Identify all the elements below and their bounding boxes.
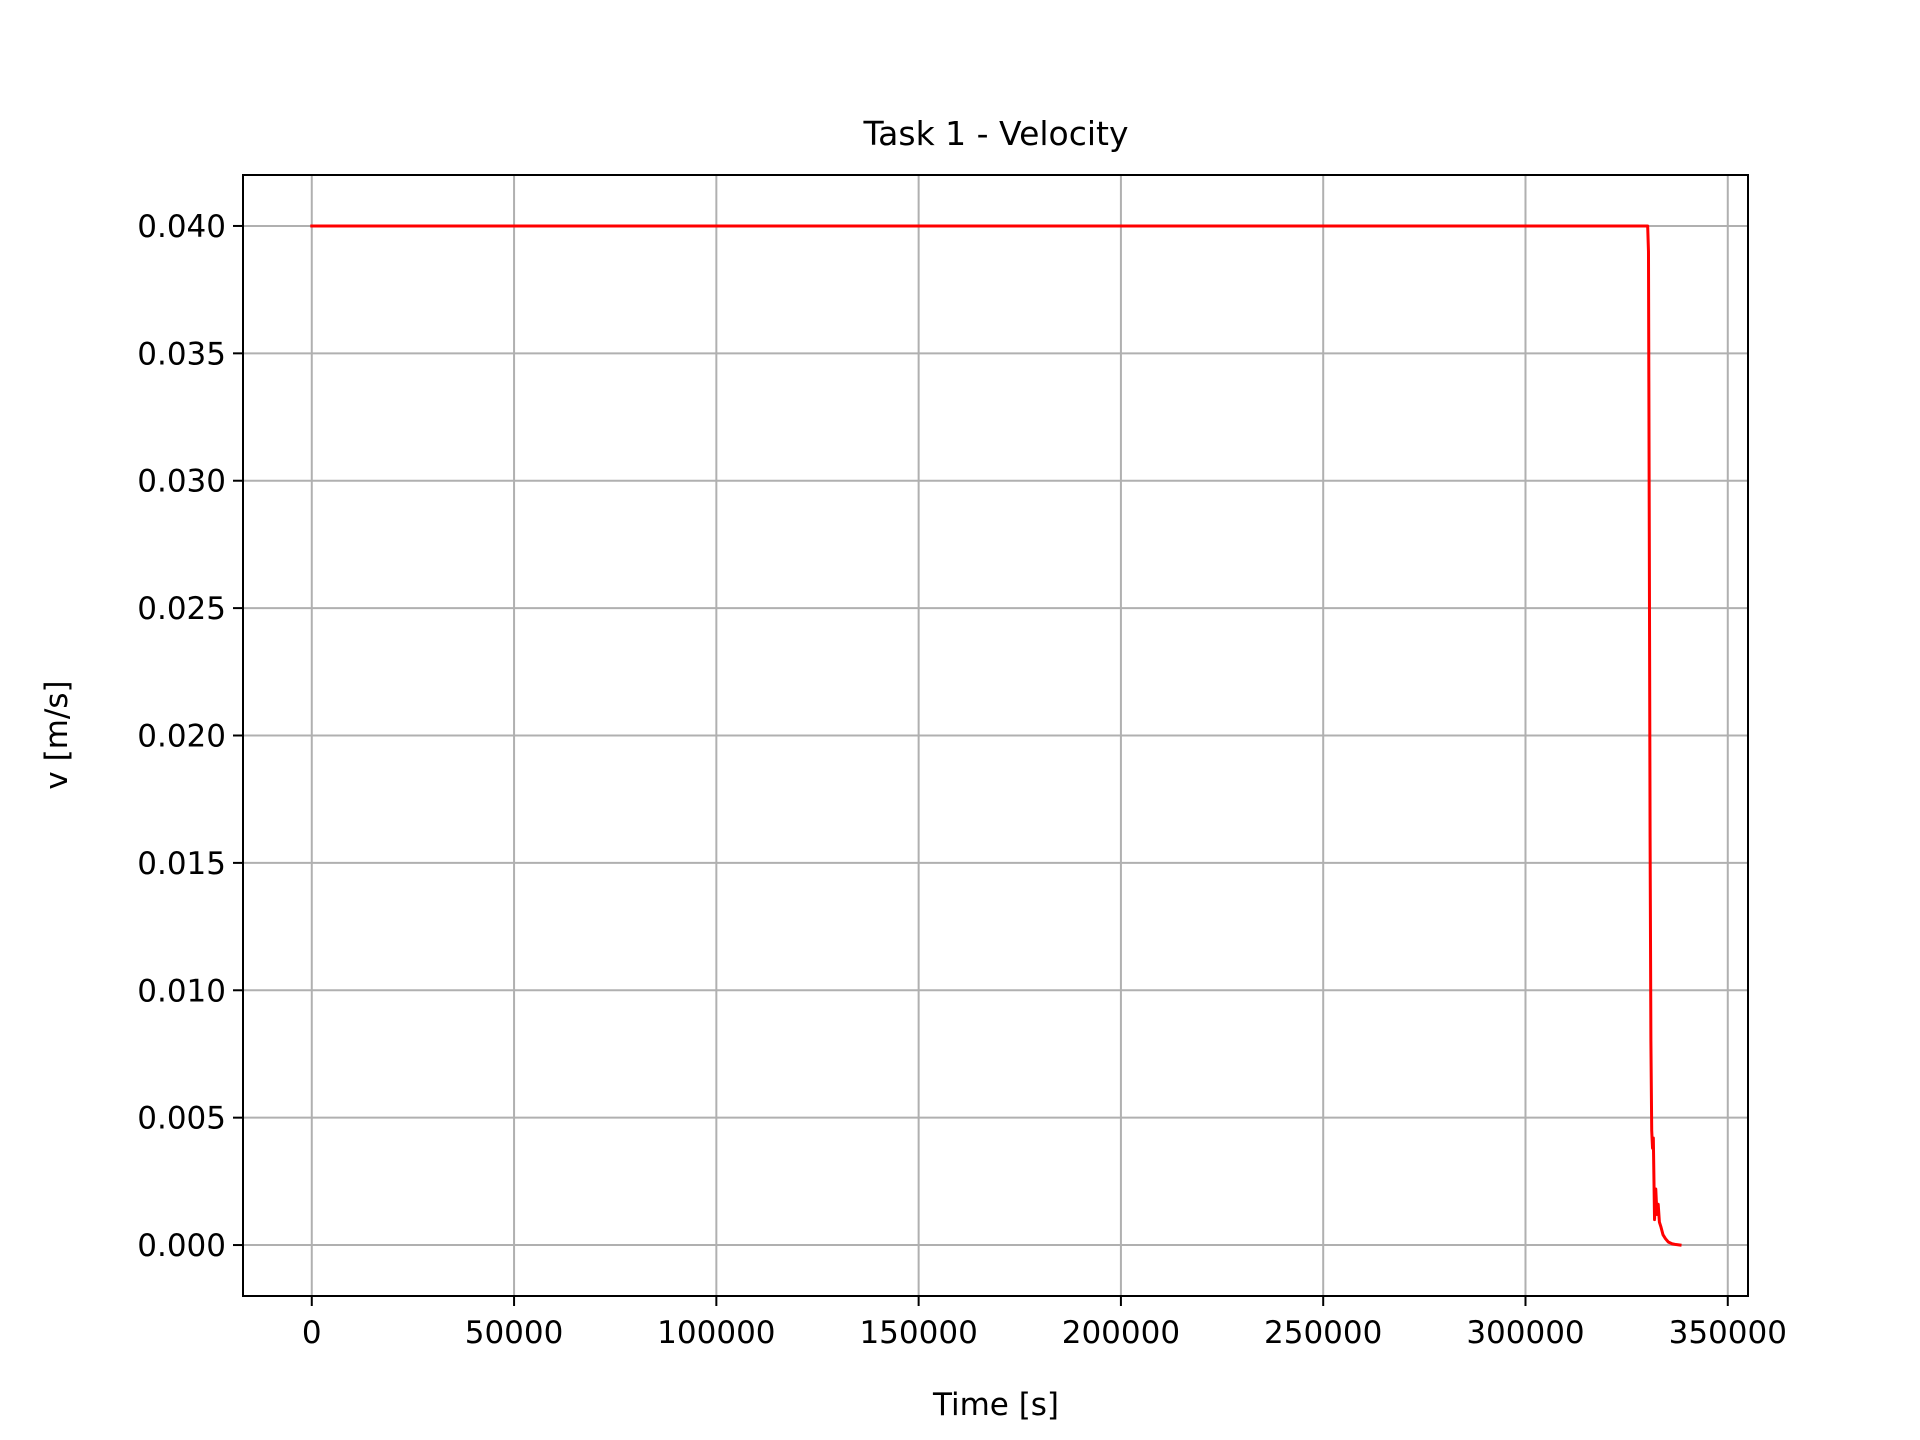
x-tick-label: 50000	[465, 1315, 564, 1351]
y-axis-label: v [m/s]	[39, 680, 75, 789]
x-tick-label: 0	[302, 1315, 322, 1351]
chart-title: Task 1 - Velocity	[862, 114, 1128, 153]
y-tick-label: 0.035	[137, 336, 226, 372]
x-tick-label: 200000	[1062, 1315, 1180, 1351]
y-tick-label: 0.040	[137, 209, 226, 245]
x-axis-ticks: 0 50000 100000 150000 200000 250000 300000 3500…	[302, 1296, 1787, 1351]
y-tick-label: 0.005	[137, 1101, 226, 1137]
x-tick-label: 300000	[1466, 1315, 1584, 1351]
y-tick-label: 0.025	[137, 591, 226, 627]
x-tick-label: 150000	[859, 1315, 977, 1351]
x-tick-label: 350000	[1669, 1315, 1787, 1351]
velocity-series-line	[310, 224, 1682, 1247]
x-tick-label: 250000	[1264, 1315, 1382, 1351]
y-tick-label: 0.015	[137, 846, 226, 882]
y-tick-label: 0.000	[137, 1228, 226, 1264]
y-tick-label: 0.030	[137, 464, 226, 500]
y-tick-label: 0.010	[137, 973, 226, 1009]
x-tick-label: 100000	[657, 1315, 775, 1351]
y-tick-label: 0.020	[137, 719, 226, 755]
x-axis-label: Time [s]	[932, 1387, 1059, 1423]
series-layer	[310, 224, 1682, 1247]
y-axis-ticks: 0.000 0.005 0.010 0.015 0.020 0.025 0.030 0.035…	[137, 209, 243, 1264]
